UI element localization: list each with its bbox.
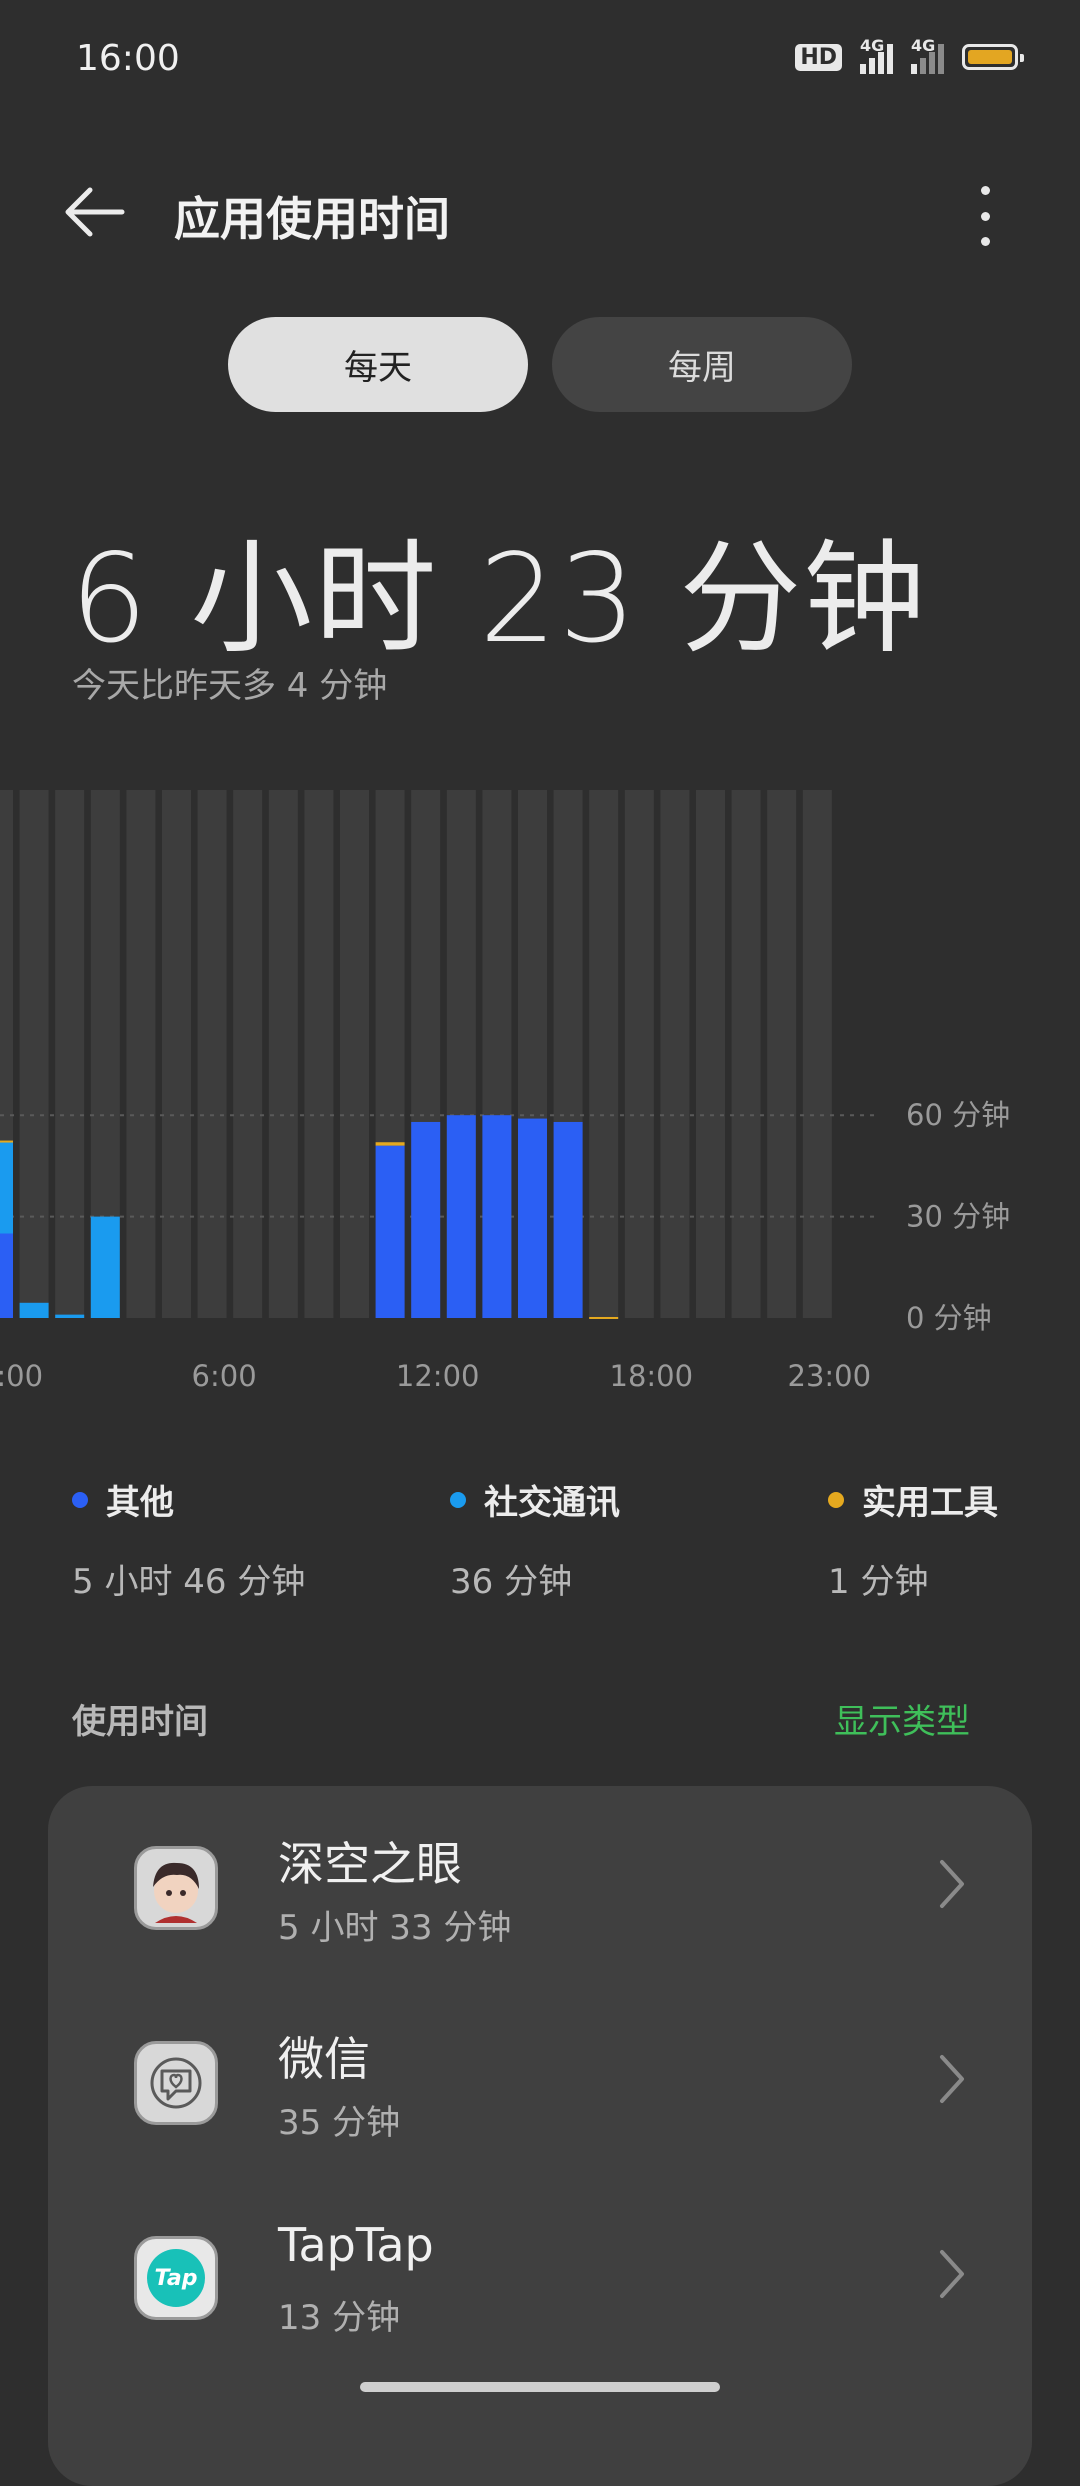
chart-column-bg bbox=[19, 790, 49, 1318]
usage-chart: 0 分钟 30 分钟 60 分钟 0:00 6:00 12:00 18:00 23:00 bbox=[0, 790, 1010, 1390]
legend-item-tools: 实用工具 1 分钟 bbox=[828, 1475, 998, 1603]
chart-bar bbox=[55, 1314, 85, 1318]
usage-section-title: 使用时间 bbox=[72, 1702, 208, 1742]
legend-label: 其他 bbox=[106, 1483, 174, 1523]
chart-column-bg bbox=[767, 790, 797, 1318]
chart-column-bg bbox=[304, 790, 334, 1318]
app-name: 微信 bbox=[278, 2032, 370, 2086]
chevron-right-icon bbox=[940, 2055, 964, 2103]
signal-icon-2: 4G bbox=[911, 36, 944, 74]
taptap-logo: Tap bbox=[147, 2249, 205, 2307]
total-usage-time: 6 小时 23 分钟 bbox=[70, 528, 928, 670]
x-tick-label: 18:00 bbox=[610, 1359, 694, 1390]
chart-column-bg bbox=[696, 790, 725, 1318]
legend-value: 1 分钟 bbox=[828, 1562, 929, 1602]
more-options-button[interactable] bbox=[965, 186, 1005, 246]
chart-column-bg bbox=[233, 790, 263, 1318]
chevron-right-icon bbox=[940, 2250, 964, 2298]
x-tick-label: 23:00 bbox=[788, 1359, 872, 1390]
chart-bar bbox=[446, 1115, 476, 1318]
chart-bar bbox=[482, 1115, 512, 1318]
legend-dot bbox=[72, 1491, 88, 1508]
chart-column-bg bbox=[55, 790, 85, 1318]
taptap-icon: Tap bbox=[134, 2236, 218, 2320]
back-button[interactable] bbox=[62, 182, 132, 242]
x-tick-label: 6:00 bbox=[192, 1359, 257, 1390]
app-list: 深空之眼 5 小时 33 分钟 微信 35 分钟 Tap TapTap 13 分… bbox=[48, 1786, 1032, 2486]
chart-bar bbox=[90, 1216, 120, 1318]
chart-bar bbox=[19, 1302, 49, 1318]
tab-weekly[interactable]: 每周 bbox=[552, 317, 852, 412]
app-name: TapTap bbox=[278, 2218, 434, 2272]
show-type-link[interactable]: 显示类型 bbox=[834, 1702, 970, 1742]
chevron-right-icon bbox=[940, 1860, 964, 1908]
page-title: 应用使用时间 bbox=[174, 192, 450, 246]
legend-item-social: 社交通讯 36 分钟 bbox=[450, 1475, 620, 1603]
chart-bar bbox=[375, 1142, 405, 1146]
battery-icon bbox=[962, 44, 1024, 70]
hd-voice-icon: HD bbox=[795, 43, 842, 71]
tab-daily[interactable]: 每天 bbox=[228, 317, 528, 412]
chart-bar bbox=[0, 1140, 13, 1143]
y-tick-label: 0 分钟 bbox=[906, 1301, 992, 1335]
legend-value: 5 小时 46 分钟 bbox=[72, 1562, 306, 1602]
chart-column-bg bbox=[589, 790, 619, 1318]
app-time: 13 分钟 bbox=[278, 2298, 401, 2338]
chart-bar bbox=[518, 1118, 547, 1318]
app-name: 深空之眼 bbox=[278, 1837, 462, 1891]
chart-column-bg bbox=[126, 790, 156, 1318]
signal-icon: 4G bbox=[860, 36, 893, 74]
chart-bar bbox=[0, 1233, 13, 1318]
arrow-left-icon bbox=[65, 187, 125, 237]
legend-label: 实用工具 bbox=[862, 1483, 998, 1523]
chart-column-bg bbox=[731, 790, 761, 1318]
app-time: 35 分钟 bbox=[278, 2103, 401, 2143]
legend-label: 社交通讯 bbox=[484, 1483, 620, 1523]
chart-bar bbox=[589, 1316, 619, 1319]
x-tick-label: 0:00 bbox=[0, 1359, 43, 1390]
app-row-wechat[interactable]: 微信 35 分钟 bbox=[48, 1981, 1032, 2176]
chart-column-bg bbox=[624, 790, 654, 1318]
y-tick-label: 30 分钟 bbox=[906, 1200, 1010, 1234]
status-icons: HD 4G 4G bbox=[795, 36, 1024, 74]
x-tick-label: 12:00 bbox=[396, 1359, 480, 1390]
chart-bar bbox=[553, 1121, 583, 1318]
status-time: 16:00 bbox=[76, 38, 180, 79]
more-vertical-icon bbox=[980, 186, 990, 195]
wechat-icon bbox=[134, 2041, 218, 2125]
chart-column-bg bbox=[197, 790, 227, 1318]
chart-column-bg bbox=[340, 790, 369, 1318]
app-row-taptap[interactable]: Tap TapTap 13 分钟 bbox=[48, 2176, 1032, 2371]
legend-dot bbox=[828, 1491, 844, 1508]
chart-column-bg bbox=[268, 790, 298, 1318]
chart-bar bbox=[375, 1145, 405, 1318]
usage-comparison: 今天比昨天多 4 分钟 bbox=[72, 666, 388, 706]
y-tick-label: 60 分钟 bbox=[906, 1098, 1010, 1132]
chart-column-bg bbox=[802, 790, 832, 1318]
chart-column-bg bbox=[162, 790, 191, 1318]
game-avatar-icon bbox=[134, 1846, 218, 1930]
legend-dot bbox=[450, 1491, 466, 1508]
chart-bar bbox=[0, 1142, 13, 1234]
home-indicator[interactable] bbox=[360, 2382, 720, 2392]
app-time: 5 小时 33 分钟 bbox=[278, 1908, 512, 1948]
legend-item-other: 其他 5 小时 46 分钟 bbox=[72, 1475, 305, 1603]
chart-bar bbox=[411, 1121, 441, 1318]
legend-value: 36 分钟 bbox=[450, 1562, 573, 1602]
chart-column-bg bbox=[660, 790, 690, 1318]
app-row-shenkong[interactable]: 深空之眼 5 小时 33 分钟 bbox=[48, 1786, 1032, 1981]
